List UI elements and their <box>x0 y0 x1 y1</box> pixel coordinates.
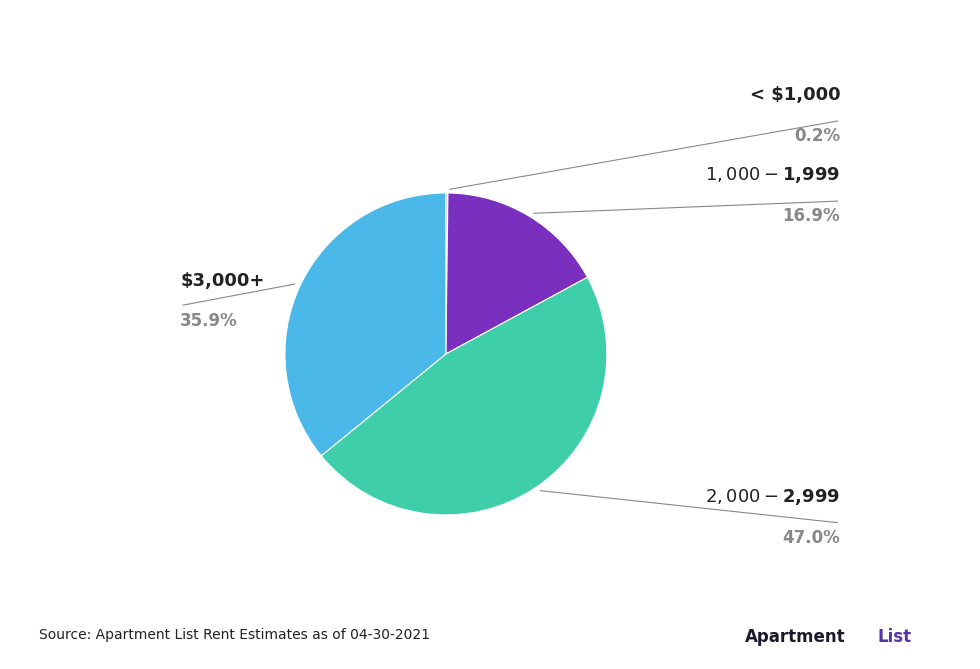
Text: 35.9%: 35.9% <box>180 312 238 330</box>
Text: Source: Apartment List Rent Estimates as of 04-30-2021: Source: Apartment List Rent Estimates as… <box>39 628 430 642</box>
Text: 0.2%: 0.2% <box>794 127 840 145</box>
Wedge shape <box>285 193 446 456</box>
Wedge shape <box>446 193 587 354</box>
Wedge shape <box>446 193 448 354</box>
Text: $2,000-$2,999: $2,000-$2,999 <box>706 487 840 507</box>
Wedge shape <box>321 277 607 515</box>
Text: $1,000-$1,999: $1,000-$1,999 <box>706 165 840 185</box>
Text: $3,000+: $3,000+ <box>180 272 265 290</box>
Text: Apartment: Apartment <box>745 628 846 646</box>
Text: 16.9%: 16.9% <box>783 207 840 225</box>
Text: 47.0%: 47.0% <box>783 529 840 547</box>
Text: < $1,000: < $1,000 <box>750 86 840 104</box>
Text: List: List <box>877 628 911 646</box>
